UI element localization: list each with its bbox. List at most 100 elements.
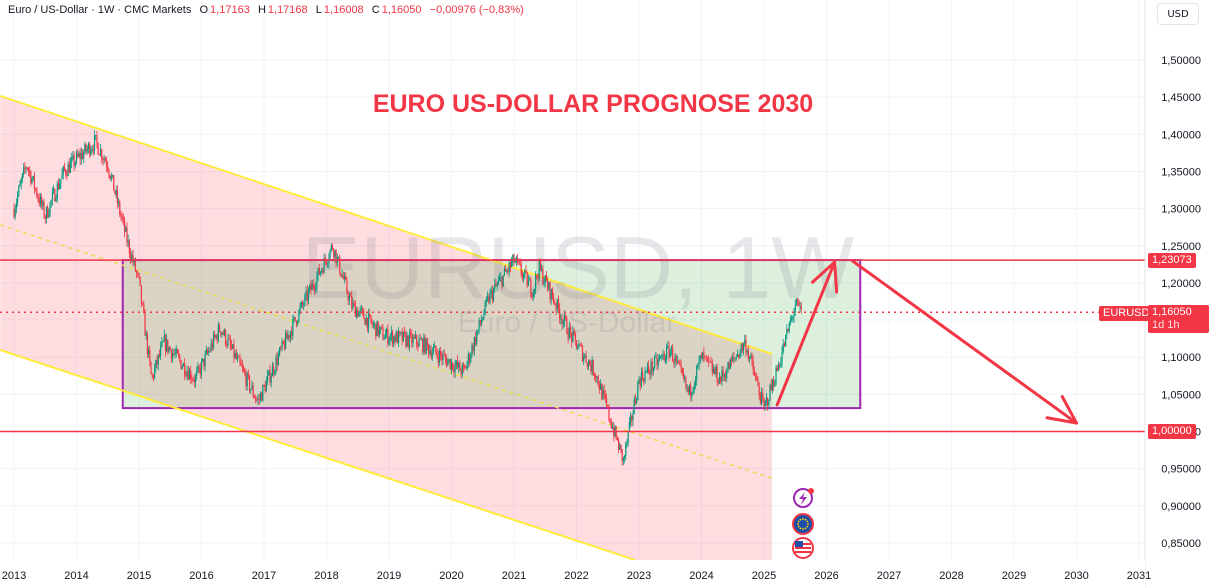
candles <box>13 130 802 466</box>
candle-body <box>467 354 469 363</box>
candle-body <box>208 350 210 353</box>
candle-body <box>438 350 441 363</box>
candle-body <box>283 343 286 349</box>
candle-body <box>458 362 460 368</box>
candle-body <box>586 362 588 367</box>
candle-body <box>633 399 635 414</box>
candle-body <box>240 362 242 366</box>
candle-body <box>264 385 266 392</box>
candle-body <box>385 328 388 335</box>
candle-body <box>36 189 38 197</box>
candle-body <box>655 356 657 358</box>
candle-body <box>735 356 737 358</box>
candle-body <box>679 363 681 365</box>
candle-body <box>420 339 423 341</box>
candle-body <box>337 256 340 258</box>
candle-body <box>291 331 293 336</box>
candle-body <box>765 398 768 402</box>
candle-body <box>89 143 91 155</box>
candle-body <box>254 398 257 400</box>
candle-body <box>134 259 136 272</box>
event-icons <box>792 488 814 559</box>
arrow-head <box>810 260 837 284</box>
candle-body <box>402 331 405 342</box>
candle-body <box>432 347 435 353</box>
candle-body <box>488 296 490 303</box>
candle-body <box>258 399 260 401</box>
candle-body <box>315 287 317 290</box>
candle-body <box>712 368 715 373</box>
candle-body <box>740 344 742 353</box>
candle-body <box>625 443 627 456</box>
candle-body <box>190 370 192 380</box>
candle-body <box>60 179 62 184</box>
watermark-symbol: EURUSD, 1W <box>302 218 855 317</box>
candle-body <box>341 275 343 277</box>
candle-body <box>80 152 82 160</box>
symbol-description[interactable]: Euro / US-Dollar · 1W · CMC Markets <box>8 4 192 16</box>
candle-body <box>352 302 354 308</box>
y-tick-label: 1,50000 <box>1161 55 1201 67</box>
candle-body <box>637 382 639 401</box>
candle-body <box>567 333 569 339</box>
y-tick-label: 1,10000 <box>1161 352 1201 364</box>
candle-body <box>282 340 284 344</box>
candle-body <box>56 183 58 199</box>
candle-body <box>179 356 181 361</box>
x-tick-label: 2026 <box>814 570 838 582</box>
candle-body <box>565 315 567 319</box>
x-tick-label: 2019 <box>377 570 401 582</box>
candle-body <box>616 438 618 440</box>
candle-body <box>393 336 395 345</box>
candle-body <box>529 279 531 281</box>
candle-body <box>562 321 564 324</box>
candle-body <box>67 164 69 177</box>
close-label: C <box>371 4 380 16</box>
candle-body <box>311 283 313 291</box>
candle-body <box>289 331 292 338</box>
candle-body <box>664 359 667 361</box>
candle-body <box>561 318 563 324</box>
candle-body <box>519 262 521 265</box>
candle-body <box>584 354 586 357</box>
candle-body <box>233 344 235 358</box>
candle-body <box>298 310 300 322</box>
candle-body <box>230 345 233 349</box>
candle-body <box>705 356 707 358</box>
eu-flag-icon[interactable] <box>792 513 814 535</box>
candle-body <box>798 301 800 306</box>
us-flag-icon[interactable] <box>792 537 814 559</box>
candle-body <box>468 354 471 362</box>
lightning-event-icon[interactable] <box>793 488 814 508</box>
candle-body <box>533 288 536 292</box>
candle-body <box>270 376 272 383</box>
candle-body <box>62 166 64 174</box>
candle-body <box>465 367 467 369</box>
candle-body <box>464 366 466 368</box>
candle-body <box>234 353 236 358</box>
candle-body <box>704 356 706 358</box>
currency-button[interactable]: USD <box>1157 3 1199 25</box>
candle-body <box>23 167 25 174</box>
candle-body <box>756 377 758 380</box>
candle-body <box>79 153 81 160</box>
candle-body <box>532 291 534 298</box>
candle-body <box>145 333 147 336</box>
candle-body <box>742 344 745 351</box>
candle-body <box>172 353 174 359</box>
candle-body <box>194 376 197 383</box>
arrow-shaft <box>851 259 1078 425</box>
candle-body <box>301 302 304 305</box>
candle-body <box>452 362 454 370</box>
candle-body <box>631 415 633 421</box>
star <box>806 525 809 528</box>
candle-body <box>305 290 307 296</box>
candle-body <box>325 261 328 265</box>
candle-body <box>622 457 624 462</box>
candle-body <box>93 135 96 151</box>
candle-body <box>435 345 437 353</box>
candle-body <box>176 349 179 354</box>
candle-body <box>557 299 560 309</box>
candle-body <box>539 260 542 270</box>
